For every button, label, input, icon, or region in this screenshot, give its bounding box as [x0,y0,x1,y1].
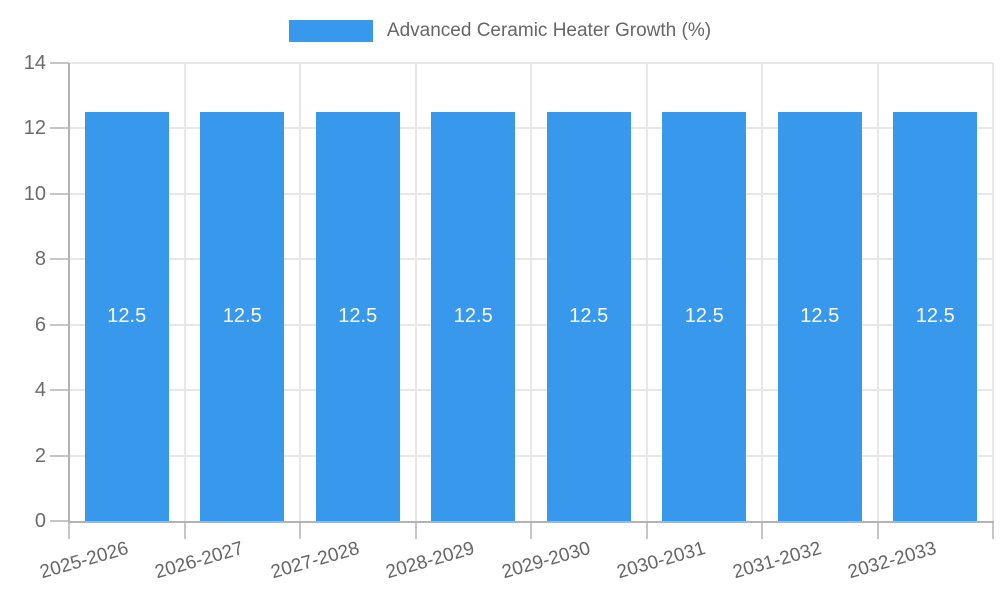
y-tick-label: 4 [34,379,46,402]
x-tick-mark [414,523,417,539]
bar-value-label: 12.5 [107,305,147,328]
x-tick-label: 2032-2033 [845,538,940,584]
x-tick-label: 2026-2027 [152,538,247,584]
bar[interactable]: 12.5 [893,112,978,521]
bar[interactable]: 12.5 [84,112,169,521]
x-tick-mark [183,523,186,539]
x-gridline [761,63,763,521]
y-tick-label: 0 [34,510,46,532]
chart-legend[interactable]: Advanced Ceramic Heater Growth (%) [0,20,1000,42]
bar-value-label: 12.5 [453,305,493,328]
bar[interactable]: 12.5 [662,112,747,521]
x-tick-label: 2031-2032 [730,538,824,584]
bar-value-label: 12.5 [222,305,262,328]
y-tick-mark [50,520,69,522]
x-tick-mark [645,523,648,539]
bar-value-label: 12.5 [800,305,840,328]
x-tick-label: 2027-2028 [268,538,362,584]
x-gridline [183,63,186,521]
bar-value-label: 12.5 [684,305,724,328]
x-tick-mark [299,523,301,539]
legend-swatch [288,20,373,42]
y-tick-label: 6 [34,313,46,336]
x-tick-label: 2029-2030 [499,538,593,584]
y-tick-mark [50,454,69,457]
x-tick-label: 2028-2029 [383,538,478,584]
y-tick-mark [50,62,69,64]
y-tick-label: 2 [34,444,46,467]
bar[interactable]: 12.5 [777,112,862,521]
bar[interactable]: 12.5 [431,112,516,521]
bar[interactable]: 12.5 [315,112,400,521]
bar-value-label: 12.5 [338,305,378,328]
y-tick-mark [50,127,69,130]
x-tick-mark [992,523,994,539]
y-axis-line [68,63,70,523]
x-gridline [530,63,532,521]
x-tick-label: 2025-2026 [37,538,131,584]
y-tick-mark [50,323,69,326]
x-gridline [299,63,301,521]
x-gridline [645,63,648,521]
bar-value-label: 12.5 [569,305,609,328]
legend-label: Advanced Ceramic Heater Growth (%) [386,20,712,41]
y-tick-label: 14 [23,52,46,74]
y-tick-label: 10 [23,182,46,205]
x-gridline [414,63,417,521]
x-tick-mark [761,523,763,539]
bar-value-label: 12.5 [915,305,955,328]
bar[interactable]: 12.5 [546,112,631,521]
bar[interactable]: 12.5 [200,112,285,521]
y-tick-mark [50,192,69,195]
x-axis-line [68,521,994,523]
x-tick-label: 2030-2031 [614,538,709,584]
x-tick-mark [530,523,532,539]
y-tick-mark [50,389,69,392]
x-gridline [992,63,994,521]
x-gridline [876,63,879,521]
x-tick-mark [68,523,70,539]
y-tick-mark [50,258,69,261]
y-tick-label: 12 [23,117,46,140]
x-tick-mark [876,523,879,539]
y-tick-label: 8 [34,248,46,271]
